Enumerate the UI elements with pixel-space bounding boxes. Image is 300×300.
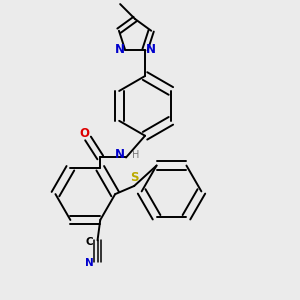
Text: N: N (85, 258, 94, 268)
Text: C: C (85, 237, 93, 247)
Text: S: S (130, 171, 138, 184)
Text: N: N (115, 43, 125, 56)
Text: H: H (132, 150, 139, 160)
Text: N: N (146, 43, 155, 56)
Text: O: O (80, 127, 90, 140)
Text: N: N (115, 148, 125, 161)
